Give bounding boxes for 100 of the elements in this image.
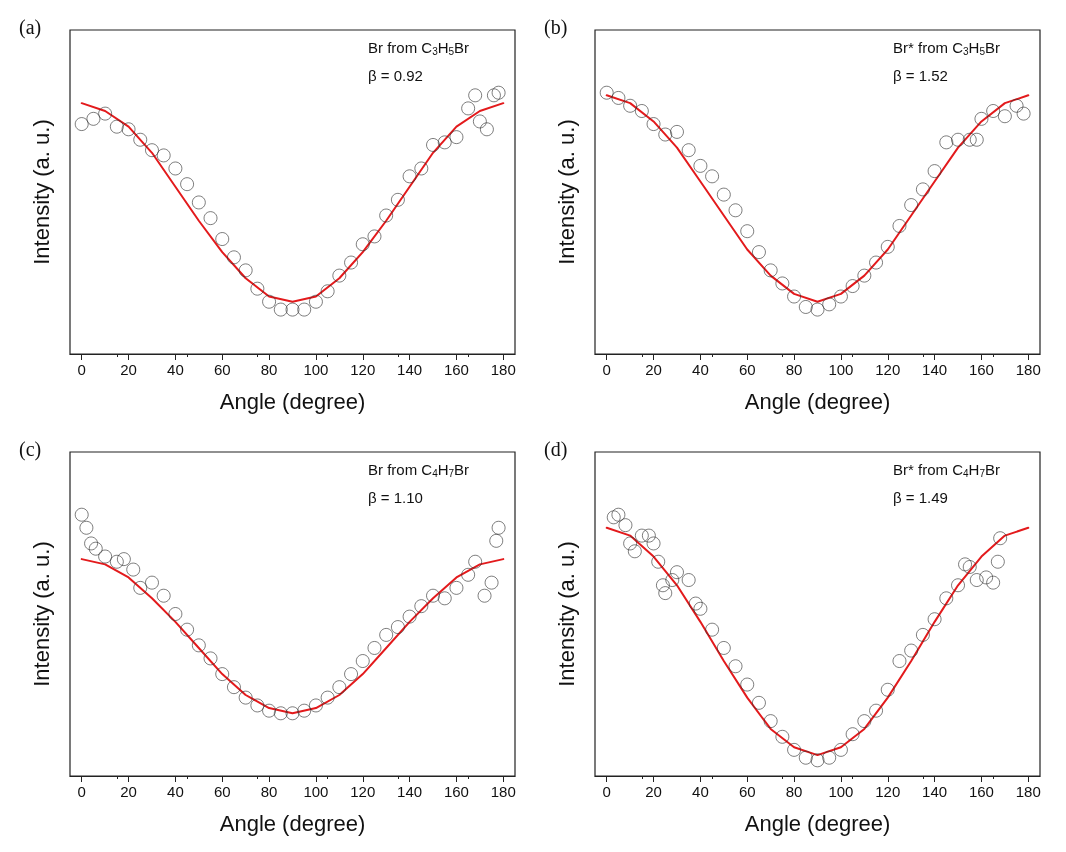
x-tick-label: 100	[828, 783, 854, 800]
x-tick-label: 0	[602, 361, 611, 378]
point	[641, 528, 656, 543]
point	[472, 114, 487, 129]
point	[916, 628, 930, 642]
point	[414, 599, 429, 614]
point	[88, 541, 103, 556]
point	[133, 580, 148, 595]
x-tick-label: 160	[968, 361, 994, 378]
point	[670, 125, 684, 139]
point	[927, 164, 942, 178]
x-tick-label: 120	[350, 783, 376, 800]
point	[857, 714, 872, 729]
point	[651, 554, 666, 569]
point	[880, 682, 895, 697]
chart-title: (b)	[544, 16, 568, 39]
chart-title: (d)	[544, 438, 568, 461]
point	[869, 703, 883, 718]
point	[681, 573, 696, 587]
point	[962, 132, 977, 147]
point	[74, 507, 89, 522]
point	[145, 575, 159, 590]
x-tick-label: 40	[692, 361, 709, 378]
point	[705, 169, 720, 184]
point	[951, 578, 965, 593]
point	[716, 641, 731, 655]
point	[461, 101, 476, 116]
point	[974, 111, 989, 126]
x-tick-label: 40	[167, 361, 184, 378]
point	[681, 143, 696, 158]
point	[79, 520, 94, 535]
point	[215, 232, 230, 246]
point	[84, 536, 98, 551]
point	[810, 753, 825, 768]
point	[484, 575, 499, 590]
chart-title: (c)	[19, 438, 42, 461]
point	[623, 536, 638, 551]
point	[332, 680, 347, 695]
x-axis-title: Angle (degree)	[219, 810, 366, 836]
point	[437, 591, 452, 606]
point	[775, 276, 790, 291]
point	[716, 187, 731, 202]
point	[618, 518, 633, 533]
point	[414, 161, 429, 176]
point	[990, 554, 1005, 569]
text: β = 1.49	[893, 489, 948, 506]
point	[168, 161, 183, 176]
point	[916, 182, 930, 197]
point	[822, 297, 837, 312]
point	[892, 654, 907, 668]
point	[627, 544, 642, 559]
point	[634, 528, 649, 543]
x-tick-label: 60	[738, 361, 756, 378]
point	[480, 122, 494, 137]
point	[297, 703, 312, 718]
point	[656, 578, 670, 593]
point	[309, 294, 323, 309]
point	[646, 536, 661, 551]
x-axis-title: Angle (degree)	[744, 810, 891, 836]
point	[250, 698, 265, 713]
x-tick-label: 40	[167, 783, 184, 800]
point	[180, 622, 195, 637]
point	[728, 659, 743, 674]
point	[133, 132, 148, 147]
x-tick-label: 80	[785, 361, 803, 378]
point	[611, 507, 626, 522]
x-tick-label: 0	[77, 361, 86, 378]
x-tick-label: 80	[260, 361, 278, 378]
point	[979, 570, 994, 585]
point	[763, 714, 778, 729]
point	[670, 565, 684, 580]
point	[752, 695, 766, 710]
point	[927, 612, 942, 627]
point	[904, 198, 919, 212]
point	[297, 302, 312, 317]
point	[969, 573, 984, 587]
point	[986, 104, 1001, 118]
point	[320, 284, 335, 299]
text: β = 1.52	[893, 67, 948, 84]
point	[688, 596, 703, 611]
text: β = 1.10	[368, 489, 423, 506]
x-tick-label: 0	[77, 783, 86, 800]
x-tick-label: 80	[260, 783, 278, 800]
point	[752, 245, 766, 259]
x-tick-label: 20	[120, 361, 137, 378]
point	[693, 601, 708, 616]
point	[262, 294, 276, 309]
point	[449, 130, 464, 145]
point	[904, 643, 919, 658]
point	[489, 533, 504, 548]
point	[993, 531, 1008, 546]
point	[997, 109, 1012, 124]
point	[126, 562, 141, 577]
point	[250, 281, 265, 296]
x-tick-label: 180	[490, 783, 516, 800]
point	[468, 88, 483, 103]
point	[845, 279, 860, 293]
point	[798, 750, 813, 765]
point	[437, 135, 452, 150]
x-tick-label: 120	[875, 783, 901, 800]
